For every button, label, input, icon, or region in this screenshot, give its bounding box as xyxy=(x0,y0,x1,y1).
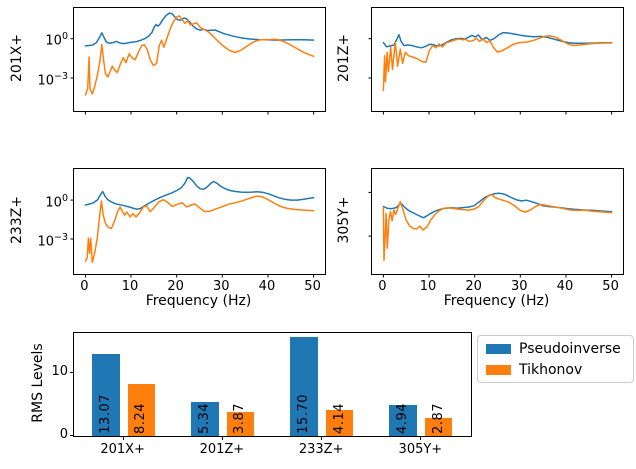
subplot-201x xyxy=(70,7,326,115)
bar-value-pseudoinverse-201X+: 13.07 xyxy=(97,394,113,434)
line-plot-201X+ xyxy=(70,12,315,115)
legend-swatch-tikhonov-icon xyxy=(486,364,511,375)
line-plot-305Y+ xyxy=(368,191,613,278)
xtick-233Z+-20: 20 xyxy=(167,279,184,294)
bar-tikhonov-201X+ xyxy=(127,384,155,436)
legend-label-tikhonov: Tikhonov xyxy=(519,361,583,378)
y-tickmark-rms xyxy=(69,372,73,373)
bar-tikhonov-233Z+ xyxy=(326,409,354,436)
subplot-233z xyxy=(70,168,326,278)
xlabel-305y: Frequency (Hz) xyxy=(443,293,550,309)
series-line-tikhonov xyxy=(382,193,613,261)
series-line-tikhonov xyxy=(84,195,315,264)
xtick-233Z+-50: 50 xyxy=(304,279,321,294)
legend: Pseudoinverse Tikhonov xyxy=(477,335,634,383)
ylabel-201x: 201X+ xyxy=(9,33,25,83)
xlabel-233z: Frequency (Hz) xyxy=(145,293,252,309)
ylabel-305y: 305Y+ xyxy=(336,196,352,244)
x-tickmark-rms xyxy=(321,436,323,440)
bar-category-233Z+: 233Z+ xyxy=(298,442,344,457)
bar-category-305Y+: 305Y+ xyxy=(398,442,443,457)
ytick-201x-1e-3: 10−3 xyxy=(37,71,68,89)
xtick-305Y+-0: 0 xyxy=(378,279,387,294)
x-tickmark-rms xyxy=(420,436,422,440)
ytick-233z-1e0: 100 xyxy=(45,193,68,211)
bar-pseudoinverse-201X+ xyxy=(91,353,120,436)
series-line-pseudoinverse xyxy=(382,31,613,49)
ytick-rms-10: 10 xyxy=(51,364,68,379)
bar-category-201Z+: 201Z+ xyxy=(199,442,245,457)
line-plot-233Z+ xyxy=(70,176,315,278)
bar-tikhonov-305Y+ xyxy=(425,417,453,436)
subplot-305y xyxy=(368,168,624,278)
x-tickmark-rms xyxy=(221,436,223,440)
xtick-233Z+-10: 10 xyxy=(121,279,139,294)
bar-value-tikhonov-233Z+: 4.14 xyxy=(331,403,347,434)
series-line-pseudoinverse xyxy=(84,176,315,210)
xtick-305Y+-20: 20 xyxy=(465,279,482,294)
bar-value-pseudoinverse-305Y+: 4.94 xyxy=(395,403,411,434)
xtick-233Z+-40: 40 xyxy=(258,279,276,294)
bar-value-pseudoinverse-201Z+: 5.34 xyxy=(196,403,212,434)
line-plot-201Z+ xyxy=(368,31,613,115)
legend-label-pseudoinverse: Pseudoinverse xyxy=(519,340,621,357)
bar-value-tikhonov-201X+: 8.24 xyxy=(133,403,149,434)
xtick-233Z+-30: 30 xyxy=(213,279,230,294)
subplot-rms-levels: 13.07 8.24 5.34 3.87 15.70 4.14 4.94 2.87 xyxy=(73,332,472,437)
series-line-pseudoinverse xyxy=(84,12,315,47)
xtick-305Y+-10: 10 xyxy=(419,279,437,294)
bar-value-tikhonov-201Z+: 3.87 xyxy=(232,403,248,434)
xtick-305Y+-30: 30 xyxy=(511,279,528,294)
ylabel-201z: 201Z+ xyxy=(336,33,352,83)
bar-value-pseudoinverse-233Z+: 15.70 xyxy=(296,394,312,434)
xtick-233Z+-0: 0 xyxy=(80,279,89,294)
bar-category-201X+: 201X+ xyxy=(100,442,145,457)
xtick-305Y+-50: 50 xyxy=(602,279,619,294)
ylabel-rms-levels: RMS Levels xyxy=(30,343,46,423)
series-line-tikhonov xyxy=(382,34,613,92)
xtick-305Y+-40: 40 xyxy=(556,279,574,294)
ytick-233z-1e-3: 10−3 xyxy=(37,232,68,250)
ytick-201x-1e0: 100 xyxy=(45,31,68,49)
series-line-tikhonov xyxy=(84,15,315,96)
legend-swatch-pseudoinverse-icon xyxy=(486,343,511,354)
bar-tikhonov-201Z+ xyxy=(226,411,254,436)
bar-pseudoinverse-201Z+ xyxy=(190,402,219,436)
bar-pseudoinverse-233Z+ xyxy=(290,337,319,436)
ytick-rms-0: 0 xyxy=(59,427,68,442)
bar-value-tikhonov-305Y+: 2.87 xyxy=(430,403,446,434)
bar-pseudoinverse-305Y+ xyxy=(389,404,418,436)
series-line-pseudoinverse xyxy=(382,192,613,219)
legend-entry-pseudoinverse: Pseudoinverse xyxy=(486,341,625,357)
legend-entry-tikhonov: Tikhonov xyxy=(486,362,625,378)
x-tickmark-rms xyxy=(122,436,124,440)
ylabel-233z: 233Z+ xyxy=(9,195,25,245)
y-tickmark-rms xyxy=(69,435,73,436)
subplot-201z xyxy=(368,7,624,115)
